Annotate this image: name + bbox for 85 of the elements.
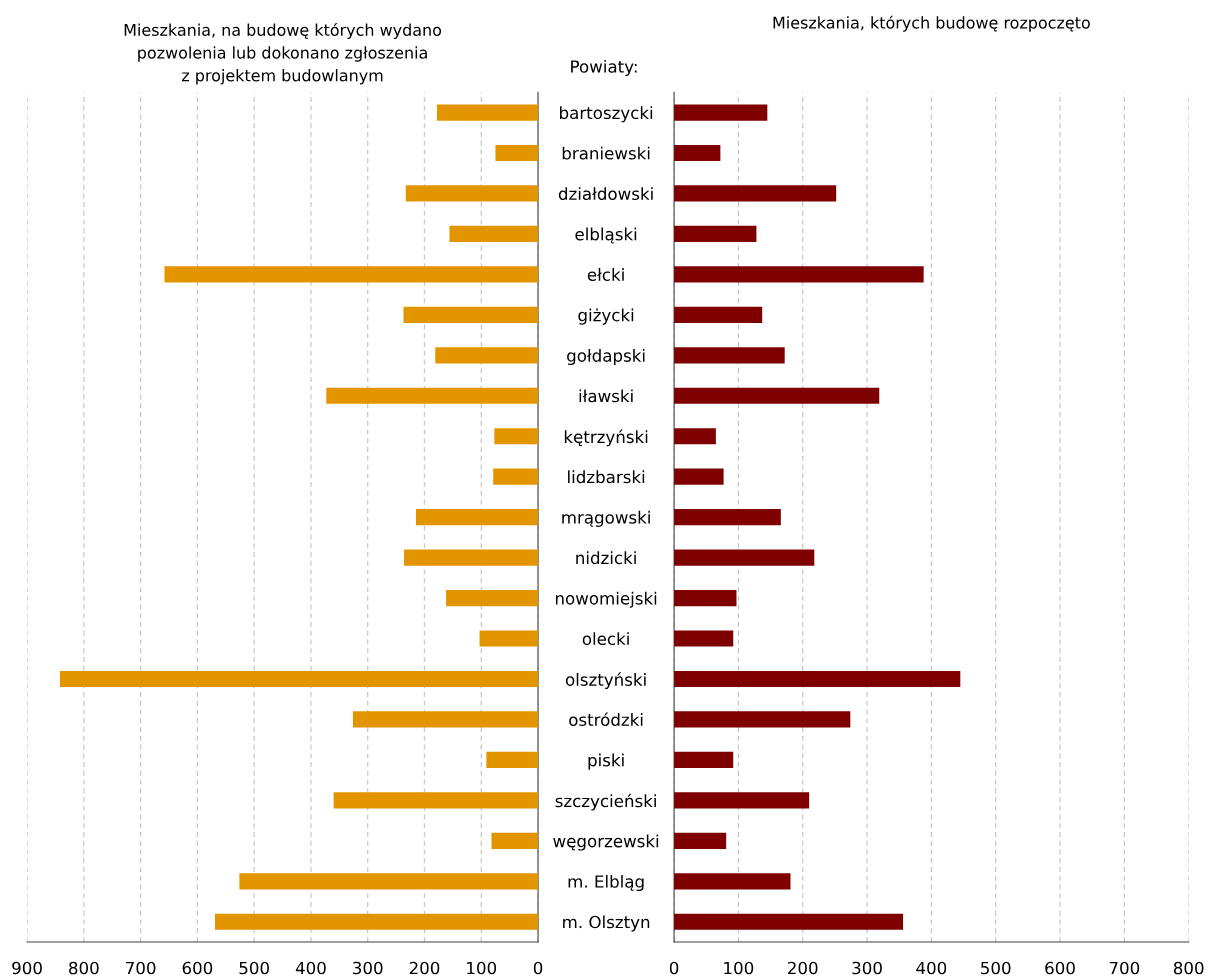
- chart-title: Mieszkania, których budowę rozpoczęto: [773, 15, 1090, 32]
- x-tick-label: 0: [669, 961, 679, 975]
- bar: [214, 913, 539, 930]
- bar: [436, 104, 539, 121]
- bar: [326, 387, 539, 404]
- bar: [674, 104, 768, 121]
- bar: [674, 711, 851, 728]
- x-tick-label: 100: [724, 961, 754, 975]
- bar: [59, 670, 539, 688]
- bar: [674, 832, 727, 849]
- bar: [435, 347, 539, 364]
- y-tick-label: kętrzyński: [564, 429, 648, 447]
- bar: [674, 913, 904, 930]
- bar: [674, 428, 716, 445]
- x-tick-label: 600: [182, 961, 213, 975]
- bar: [494, 428, 539, 445]
- y-tick-label: bartoszycki: [560, 106, 653, 123]
- bar: [674, 144, 721, 162]
- y-tick-label: olsztyński: [565, 672, 646, 690]
- bar: [449, 225, 539, 243]
- x-tick-label: 800: [1173, 961, 1204, 975]
- y-tick-label: szczycieński: [555, 793, 656, 811]
- bar: [493, 468, 539, 485]
- bar: [674, 792, 810, 809]
- bar: [405, 185, 539, 202]
- bar: [674, 306, 763, 323]
- text: Powiaty:: [571, 59, 637, 77]
- bar: [164, 266, 539, 283]
- bar: [486, 751, 539, 768]
- x-tick-label: 100: [467, 961, 497, 975]
- y-tick-label: węgorzewski: [553, 834, 659, 851]
- x-tick-label: 800: [69, 961, 99, 975]
- bar: [491, 832, 539, 849]
- bar: [674, 589, 737, 607]
- x-tick-label: 700: [126, 961, 156, 975]
- x-tick-label: 400: [916, 961, 947, 975]
- y-tick-label: ostródzki: [569, 712, 643, 727]
- y-tick-label: mrągowski: [562, 510, 650, 527]
- x-tick-label: 400: [295, 961, 326, 975]
- y-tick-label: piski: [588, 753, 624, 770]
- bar: [674, 873, 791, 890]
- bar: [674, 347, 785, 364]
- x-tick-label: 0: [533, 961, 543, 975]
- bar: [352, 711, 539, 728]
- bar: [333, 792, 539, 809]
- y-tick-label: elbląski: [575, 227, 637, 244]
- bar: [479, 630, 539, 647]
- bar: [674, 225, 757, 243]
- bar: [674, 387, 880, 404]
- y-tick-label: olecki: [582, 632, 629, 646]
- x-tick-label: 500: [239, 961, 269, 975]
- bar: [239, 873, 539, 890]
- bar: [415, 509, 539, 526]
- bar: [404, 549, 539, 566]
- bar: [674, 266, 924, 283]
- y-tick-label: braniewski: [562, 146, 650, 160]
- x-tick-label: 700: [1109, 961, 1140, 975]
- y-tick-label: giżycki: [578, 308, 634, 325]
- y-tick-label: lidzbarski: [568, 470, 645, 484]
- y-tick-label: nidzicki: [576, 551, 636, 565]
- bar: [446, 589, 539, 607]
- bar: [674, 549, 815, 566]
- bar: [674, 630, 734, 647]
- y-tick-label: m. Elbląg: [568, 874, 644, 892]
- x-tick-label: 500: [981, 961, 1011, 975]
- chart-title: Mieszkania, na budowę których wydano pozwolenia lub dokonano zgłoszenia z projektem budowlanym: [124, 22, 442, 85]
- x-tick-label: 600: [1045, 961, 1075, 975]
- x-tick-label: 200: [788, 961, 818, 975]
- y-tick-label: nowomiejski: [555, 591, 657, 608]
- bar: [674, 751, 734, 768]
- x-tick-label: 300: [353, 961, 383, 975]
- bar: [403, 306, 539, 323]
- y-tick-label: m. Olsztyn: [563, 915, 650, 932]
- x-tick-label: 200: [409, 961, 440, 975]
- y-tick-label: ełcki: [587, 268, 624, 281]
- bar: [674, 509, 781, 526]
- bar: [674, 670, 961, 688]
- bar: [674, 468, 724, 485]
- y-tick-label: działdowski: [558, 187, 653, 201]
- bar: [495, 144, 539, 162]
- y-tick-label: iławski: [579, 389, 633, 403]
- y-tick-label: gołdapski: [567, 348, 645, 366]
- x-tick-label: 900: [12, 961, 42, 975]
- x-tick-label: 300: [852, 961, 882, 975]
- bar: [674, 185, 837, 202]
